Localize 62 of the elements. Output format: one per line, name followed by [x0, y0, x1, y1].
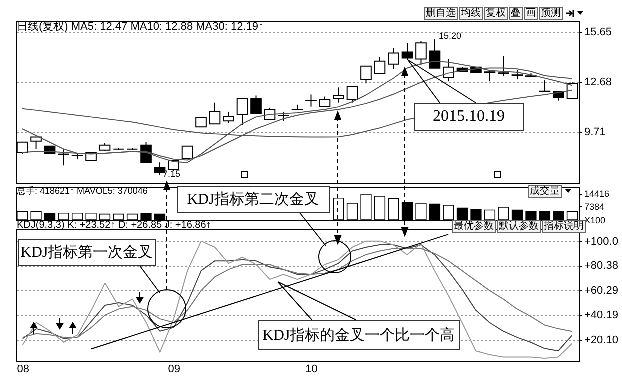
candlestick — [388, 48, 400, 70]
candlestick — [306, 94, 317, 108]
y-tick-label: 12.68 — [584, 76, 612, 89]
text: 叠 — [509, 7, 523, 20]
bar — [484, 210, 496, 220]
bar — [470, 209, 482, 220]
candlestick — [484, 70, 496, 82]
candlestick — [154, 162, 166, 176]
annotation: 指标说明 — [542, 220, 586, 233]
text: 删自选 — [424, 7, 458, 20]
bar — [526, 211, 537, 220]
candlestick — [236, 98, 248, 126]
y-tick-label: 14416 — [584, 189, 610, 200]
candlestick — [319, 96, 331, 108]
y-tick-label: X100 — [584, 216, 606, 226]
y-tick-label: 9.71 — [584, 126, 606, 139]
bar — [553, 211, 564, 220]
candlestick — [209, 102, 221, 125]
x-tick-label: 09 — [168, 364, 181, 376]
candlestick — [30, 136, 42, 150]
x-tick-label: 10 — [306, 364, 318, 376]
y-tick-label: +60.29 — [584, 284, 618, 297]
text: 画 — [524, 7, 538, 20]
bar — [512, 210, 524, 220]
chart-title: KDJ(9,3,3) K: +23.52↑ D: +26.85 J: +16.86↑ — [17, 220, 212, 231]
bar — [456, 208, 468, 220]
candlestick — [346, 86, 358, 104]
annotation: KDJ指标第一次金叉 — [18, 239, 156, 266]
annotation: 15.20 — [439, 31, 462, 41]
text: 预测 — [539, 7, 563, 20]
x-tick-label: 08 — [17, 364, 30, 376]
y-tick-label: 15.65 — [584, 26, 612, 38]
candlestick — [429, 39, 441, 69]
candlestick — [182, 146, 194, 160]
candlestick — [416, 40, 427, 66]
candlestick — [498, 56, 510, 78]
candlestick — [374, 56, 386, 74]
bar — [566, 211, 578, 220]
annotation: KDJ指标的金叉一个比一个高 — [258, 320, 460, 350]
candlestick — [360, 66, 372, 84]
candlestick — [196, 118, 207, 128]
y-tick-label: +40.19 — [584, 310, 618, 322]
annotation: 7.15 — [163, 169, 181, 179]
text: 均线 — [459, 7, 483, 20]
y-tick-label: +100.0 — [584, 236, 618, 248]
candlestick — [223, 111, 234, 124]
bar — [498, 207, 510, 220]
annotation: 最优参数 — [452, 220, 496, 233]
annotation: 成交量 — [528, 185, 562, 198]
y-tick-label: +20.10 — [584, 334, 618, 346]
candlestick — [58, 148, 70, 166]
candlestick — [250, 95, 262, 114]
candlestick — [512, 70, 524, 80]
text: 复权 — [484, 7, 508, 20]
candlestick — [333, 87, 344, 104]
annotation: 2015.10.19 — [414, 103, 524, 131]
y-tick-label: +80.38 — [584, 260, 618, 272]
annotation: 默认参数 — [497, 220, 541, 233]
annotation: KDJ指标第二次金叉 — [177, 186, 330, 213]
candlestick — [278, 111, 290, 122]
y-tick-label: 7384 — [584, 202, 605, 212]
candlestick — [443, 58, 454, 82]
